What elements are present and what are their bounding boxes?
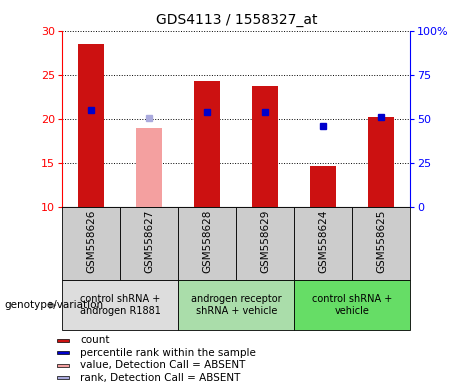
Text: androgen receptor
shRNA + vehicle: androgen receptor shRNA + vehicle bbox=[191, 295, 282, 316]
Bar bbox=[57, 376, 69, 379]
FancyBboxPatch shape bbox=[178, 280, 294, 330]
Bar bbox=[368, 117, 394, 207]
FancyBboxPatch shape bbox=[178, 207, 236, 280]
FancyBboxPatch shape bbox=[62, 280, 178, 330]
Text: rank, Detection Call = ABSENT: rank, Detection Call = ABSENT bbox=[81, 373, 241, 383]
Text: GSM558627: GSM558627 bbox=[144, 210, 154, 273]
Text: GSM558628: GSM558628 bbox=[202, 210, 212, 273]
Bar bbox=[78, 44, 104, 207]
FancyBboxPatch shape bbox=[294, 280, 410, 330]
Text: count: count bbox=[81, 335, 110, 345]
Bar bbox=[57, 339, 69, 342]
Text: genotype/variation: genotype/variation bbox=[5, 300, 104, 310]
FancyBboxPatch shape bbox=[294, 207, 352, 280]
Text: percentile rank within the sample: percentile rank within the sample bbox=[81, 348, 256, 358]
Bar bbox=[57, 351, 69, 354]
FancyBboxPatch shape bbox=[352, 207, 410, 280]
Text: GSM558626: GSM558626 bbox=[86, 210, 96, 273]
Bar bbox=[194, 81, 220, 207]
FancyBboxPatch shape bbox=[62, 207, 120, 280]
Bar bbox=[310, 166, 337, 207]
Bar bbox=[252, 86, 278, 207]
Text: GSM558629: GSM558629 bbox=[260, 210, 270, 273]
Title: GDS4113 / 1558327_at: GDS4113 / 1558327_at bbox=[155, 13, 317, 27]
Text: GSM558625: GSM558625 bbox=[376, 210, 386, 273]
FancyBboxPatch shape bbox=[120, 207, 178, 280]
Bar bbox=[136, 128, 162, 207]
Text: control shRNA +
androgen R1881: control shRNA + androgen R1881 bbox=[80, 295, 161, 316]
Text: GSM558624: GSM558624 bbox=[318, 210, 328, 273]
Text: value, Detection Call = ABSENT: value, Detection Call = ABSENT bbox=[81, 360, 246, 370]
FancyBboxPatch shape bbox=[236, 207, 294, 280]
Text: control shRNA +
vehicle: control shRNA + vehicle bbox=[312, 295, 392, 316]
Bar bbox=[57, 364, 69, 367]
